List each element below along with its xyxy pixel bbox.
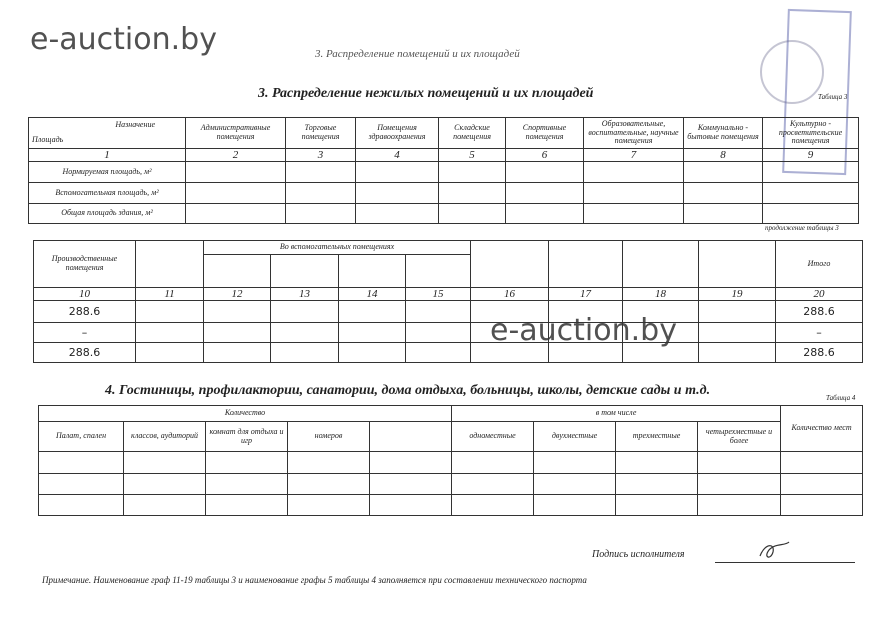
continuation-label: продолжение таблицы 3 bbox=[765, 224, 839, 232]
value-cell: – bbox=[775, 322, 863, 344]
col-header: классов, аудиторий bbox=[123, 421, 206, 452]
table3-label: Таблица 3 bbox=[818, 93, 848, 101]
corner-cell: Назначение Площадь bbox=[28, 117, 186, 149]
col-header: Торговые помещения bbox=[285, 117, 356, 149]
value-cell: – bbox=[33, 322, 136, 344]
value-cell: 288.6 bbox=[775, 342, 863, 364]
col-header: Коммунально - бытовые помещения bbox=[683, 117, 763, 149]
col-header bbox=[368, 421, 453, 452]
col-header: Спортивные помещения bbox=[505, 117, 584, 149]
col-number: 5 bbox=[438, 147, 506, 163]
col-header: трехместные bbox=[615, 421, 699, 452]
col-number: 9 bbox=[762, 147, 859, 163]
col-header: одноместные bbox=[451, 421, 535, 452]
watermark-center: e-auction.by bbox=[490, 313, 677, 348]
col-header: Количество мест bbox=[780, 405, 864, 452]
round-seal-icon bbox=[760, 40, 824, 104]
col-number: 11 bbox=[135, 286, 204, 302]
col-header-group: Количество bbox=[37, 405, 453, 422]
signature-icon bbox=[759, 541, 790, 558]
row-label: Общая площадь здания, м² bbox=[28, 203, 186, 225]
value-cell: 288.6 bbox=[33, 300, 136, 324]
section4-title: 4. Гостиницы, профилактории, санатории, … bbox=[105, 383, 711, 398]
col-number: 13 bbox=[270, 286, 339, 302]
table-row: Нормируемая площадь, м² bbox=[28, 161, 859, 184]
col-header-group: Во вспомогательных помещениях bbox=[203, 240, 471, 255]
col-header: Итого bbox=[775, 240, 863, 288]
table-row bbox=[38, 451, 864, 474]
col-header: номеров bbox=[287, 421, 370, 452]
col-number: 20 bbox=[775, 286, 863, 302]
table-3-continuation: Производственные помещения Во вспомогате… bbox=[33, 240, 863, 364]
col-number: 17 bbox=[548, 286, 623, 302]
col-number: 15 bbox=[405, 286, 471, 302]
table-row bbox=[38, 473, 864, 495]
value-cell: 288.6 bbox=[33, 342, 136, 364]
table-row: – – bbox=[33, 322, 863, 344]
table-row bbox=[38, 494, 864, 516]
row-label: Нормируемая площадь, м² bbox=[28, 161, 186, 184]
col-header: Складские помещения bbox=[438, 117, 506, 149]
col-header: Культурно - просветительские помещения bbox=[762, 117, 859, 149]
row-label: Вспомогательная площадь, м² bbox=[28, 182, 186, 205]
table-row: Вспомогательная площадь, м² bbox=[28, 182, 859, 205]
col-header: комнат для отдыха и игр bbox=[205, 421, 288, 452]
signature-label: Подпись исполнителя bbox=[592, 549, 685, 560]
signature-line bbox=[715, 562, 855, 563]
col-header: Палат, спален bbox=[38, 421, 124, 452]
col-header-group: в том числе bbox=[451, 405, 782, 422]
footnote: Примечание. Наименование граф 11-19 табл… bbox=[42, 575, 587, 585]
faint-header: 3. Распределение помещений и их площадей bbox=[315, 48, 520, 60]
corner-top-label: Назначение bbox=[115, 120, 155, 129]
col-number: 2 bbox=[185, 147, 286, 163]
table-4: Количество в том числе Количество мест П… bbox=[37, 405, 864, 516]
col-number: 18 bbox=[622, 286, 699, 302]
table-row: 288.6 288.6 bbox=[33, 300, 863, 324]
col-header: Образовательные, воспитательные, научные… bbox=[583, 117, 684, 149]
col-number: 4 bbox=[355, 147, 439, 163]
col-number: 3 bbox=[285, 147, 356, 163]
col-number: 19 bbox=[698, 286, 776, 302]
col-header: Производственные помещения bbox=[33, 240, 136, 288]
col-number: 7 bbox=[583, 147, 684, 163]
col-number: 16 bbox=[470, 286, 549, 302]
table4-label: Таблица 4 bbox=[826, 394, 856, 402]
col-number: 1 bbox=[28, 147, 186, 163]
col-number: 14 bbox=[338, 286, 406, 302]
col-header: Помещения здравоохранения bbox=[355, 117, 439, 149]
col-header: четырехместные и более bbox=[697, 421, 782, 452]
col-number: 12 bbox=[203, 286, 271, 302]
section3-title: 3. Распределение нежилых помещений и их … bbox=[258, 86, 594, 101]
watermark-top: e-auction.by bbox=[30, 22, 217, 57]
col-number: 6 bbox=[505, 147, 584, 163]
corner-bottom-label: Площадь bbox=[32, 135, 64, 145]
col-header: Административные помещения bbox=[185, 117, 286, 149]
table-3: Назначение Площадь Административные помещ… bbox=[28, 117, 859, 225]
col-number: 10 bbox=[33, 286, 136, 302]
col-number: 8 bbox=[683, 147, 763, 163]
value-cell: 288.6 bbox=[775, 300, 863, 324]
table-row: Общая площадь здания, м² bbox=[28, 203, 859, 225]
col-header: двухместные bbox=[533, 421, 617, 452]
table-row: 288.6 288.6 bbox=[33, 342, 863, 364]
